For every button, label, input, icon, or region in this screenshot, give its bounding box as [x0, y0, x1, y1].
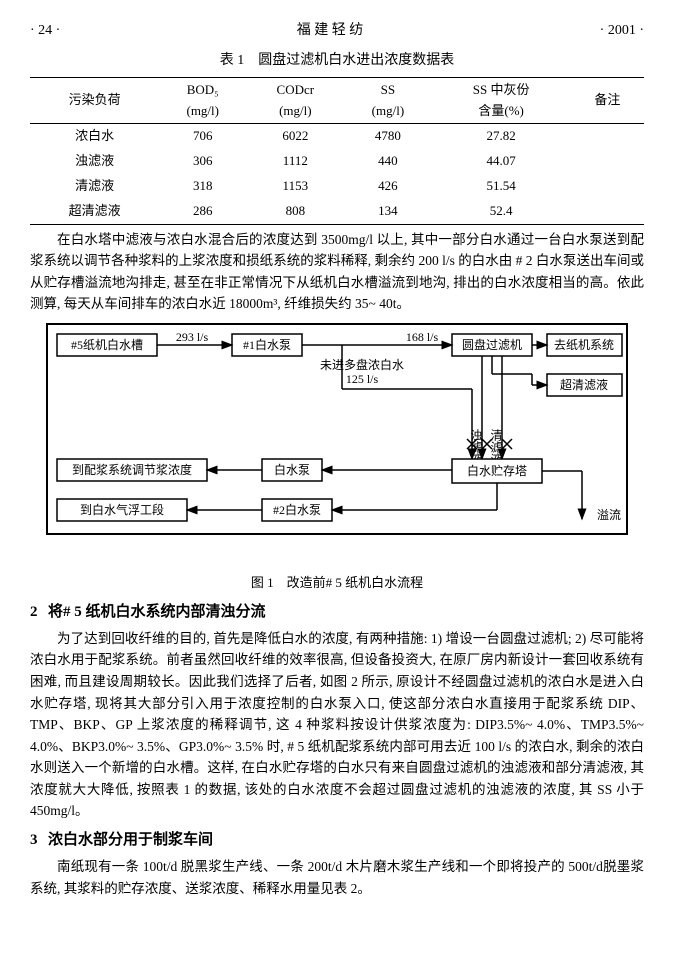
svg-text:293 l/s: 293 l/s	[176, 330, 209, 344]
table-row: 浓白水7066022478027.82	[30, 124, 644, 149]
svg-text:168 l/s: 168 l/s	[406, 330, 439, 344]
svg-text:到配浆系统调节浆浓度: 到配浆系统调节浆浓度	[72, 462, 192, 477]
year: · 2001 ·	[600, 20, 644, 42]
table-header: CODcr(mg/l)	[246, 77, 344, 124]
table1-title: 表 1 圆盘过滤机白水进出浓度数据表	[30, 50, 644, 72]
table-row: 清滤液318115342651.54	[30, 174, 644, 199]
svg-text:未进多盘浓白水: 未进多盘浓白水	[320, 357, 404, 372]
section-3-heading: 3浓白水部分用于制浆车间	[30, 828, 644, 852]
svg-text:白水贮存塔: 白水贮存塔	[467, 463, 527, 478]
paragraph-2: 为了达到回收纤维的目的, 首先是降低白水的浓度, 有两种措施: 1) 增设一台圆…	[30, 628, 644, 822]
svg-text:去纸机系统: 去纸机系统	[554, 338, 614, 352]
svg-text:白水泵: 白水泵	[274, 462, 310, 477]
page-number: · 24 ·	[30, 20, 60, 42]
paragraph-3: 南纸现有一条 100t/d 脱黑浆生产线、一条 200t/d 木片磨木浆生产线和…	[30, 856, 644, 899]
table-row: 超清滤液28680813452.4	[30, 199, 644, 224]
svg-text:到白水气浮工段: 到白水气浮工段	[80, 502, 164, 517]
table-header: 备注	[571, 77, 644, 124]
svg-text:#2白水泵: #2白水泵	[273, 502, 321, 517]
table-header: BOD₅(mg/l)	[159, 77, 246, 124]
svg-text:溢流: 溢流	[597, 508, 621, 522]
svg-text:#5纸机白水槽: #5纸机白水槽	[71, 337, 143, 352]
svg-text:#1白水泵: #1白水泵	[243, 337, 291, 352]
section-2-heading: 2将# 5 纸机白水系统内部清浊分流	[30, 600, 644, 624]
svg-text:圆盘过滤机: 圆盘过滤机	[462, 337, 522, 352]
svg-text:125 l/s: 125 l/s	[346, 372, 379, 386]
table1: 污染负荷BOD₅(mg/l)CODcr(mg/l)SS(mg/l)SS 中灰份含…	[30, 77, 644, 225]
table-row: 浊滤液306111244044.07	[30, 149, 644, 174]
svg-text:超清滤液: 超清滤液	[560, 377, 608, 392]
figure-1: #5纸机白水槽 #1白水泵 圆盘过滤机 去纸机系统 超清滤液 293 l/s 1…	[42, 319, 632, 569]
table-header: 污染负荷	[30, 77, 159, 124]
journal-title: 福 建 轻 纺	[297, 20, 364, 42]
paragraph-1: 在白水塔中滤液与浓白水混合后的浓度达到 3500mg/l 以上, 其中一部分白水…	[30, 229, 644, 315]
table-header: SS(mg/l)	[344, 77, 431, 124]
table-header: SS 中灰份含量(%)	[431, 77, 570, 124]
figure1-caption: 图 1 改造前# 5 纸机白水流程	[30, 573, 644, 594]
